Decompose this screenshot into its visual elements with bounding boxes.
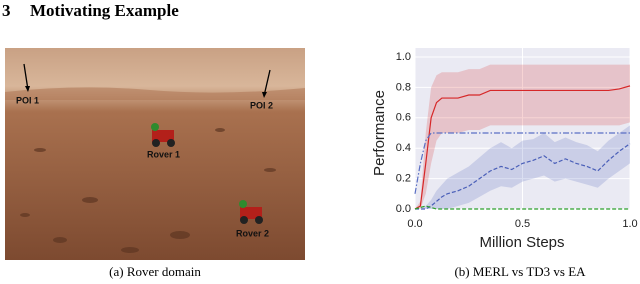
y-tick-label: 0.8 <box>396 81 411 93</box>
confidence-band <box>415 64 630 209</box>
section-title: Motivating Example <box>30 1 179 20</box>
photo-label: POI 2 <box>250 100 273 110</box>
y-tick-label: 0.2 <box>396 173 411 185</box>
y-tick-label: 1.0 <box>396 51 411 63</box>
rover-photo: POI 1 POI 2 Rover 1 Rover 2 <box>5 48 305 260</box>
series-line <box>414 85 631 210</box>
x-tick-label: 1.0 <box>622 218 637 230</box>
confidence-band <box>415 125 630 209</box>
y-tick-label: 0.0 <box>396 203 411 215</box>
photo-label: Rover 1 <box>147 149 180 159</box>
caption: (b) MERL vs TD3 vs EA <box>454 264 586 279</box>
x-axis-label: Million Steps <box>479 234 564 251</box>
y-tick-label: 0.4 <box>396 142 411 154</box>
photo-label: Rover 2 <box>236 228 269 238</box>
x-tick-label: 0.5 <box>515 218 530 230</box>
y-axis-label: Performance <box>371 90 388 176</box>
caption: (a) Rover domain <box>109 264 201 279</box>
series-line <box>415 143 631 210</box>
photo-label: POI 1 <box>16 95 39 105</box>
x-tick-label: 0.0 <box>407 218 422 230</box>
series-line <box>414 205 630 210</box>
series-line <box>414 132 630 194</box>
y-tick-label: 0.6 <box>396 112 411 124</box>
section-number: 3 <box>2 1 11 20</box>
